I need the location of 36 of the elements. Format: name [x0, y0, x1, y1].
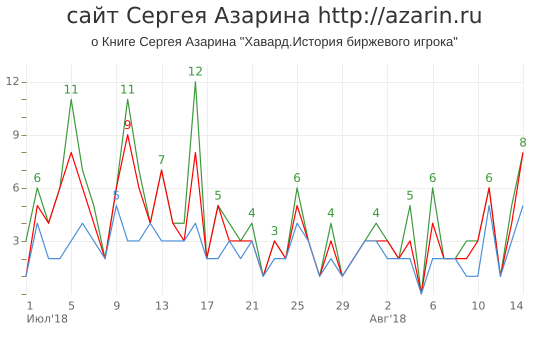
y-tick-label: 3: [12, 234, 20, 248]
x-tick-label: 25: [290, 300, 305, 312]
x-tick-label: 13: [155, 300, 170, 312]
data-label: 4: [248, 206, 256, 220]
x-tick-label: 1 Июл'18: [26, 300, 68, 326]
y-tick-label: 6: [12, 181, 20, 194]
data-label: 5: [406, 188, 414, 203]
data-label: 6: [485, 170, 493, 185]
x-tick-label: 29: [336, 300, 350, 312]
x-tick-label: 5: [68, 300, 76, 312]
data-label: 11: [64, 82, 79, 96]
x-tick-label: 17: [200, 300, 214, 312]
data-label: 9: [124, 118, 132, 132]
x-tick-label: 9: [113, 300, 120, 312]
data-label: 6: [33, 170, 42, 185]
line-series: [25, 134, 524, 295]
x-tick-label: 21: [245, 300, 260, 312]
data-label: 3: [270, 224, 278, 238]
line-series: [25, 204, 524, 295]
data-label: 4: [372, 206, 380, 220]
x-tick-label: 10: [471, 300, 486, 312]
data-label: 6: [428, 170, 436, 185]
data-label: 5: [214, 188, 222, 203]
data-label: 4: [327, 206, 335, 220]
x-tick-label: 6: [430, 300, 437, 312]
y-tick-label: 9: [12, 128, 20, 142]
data-label: 12: [188, 64, 204, 79]
chart-subtitle: о Книге Сергея Азарина "Хавард.История биржевого игрока": [91, 34, 458, 49]
data-label: 11: [120, 82, 136, 96]
x-tick-label: 14: [510, 300, 524, 312]
data-label: 6: [293, 170, 301, 185]
chart-title: сайт Сергея Азарина http://azarin.ru: [66, 4, 483, 29]
data-label: 7: [158, 153, 166, 168]
data-label: 8: [519, 135, 527, 150]
x-tick-label: 2 Авг'18: [370, 300, 406, 326]
y-tick-label: 12: [6, 75, 20, 88]
